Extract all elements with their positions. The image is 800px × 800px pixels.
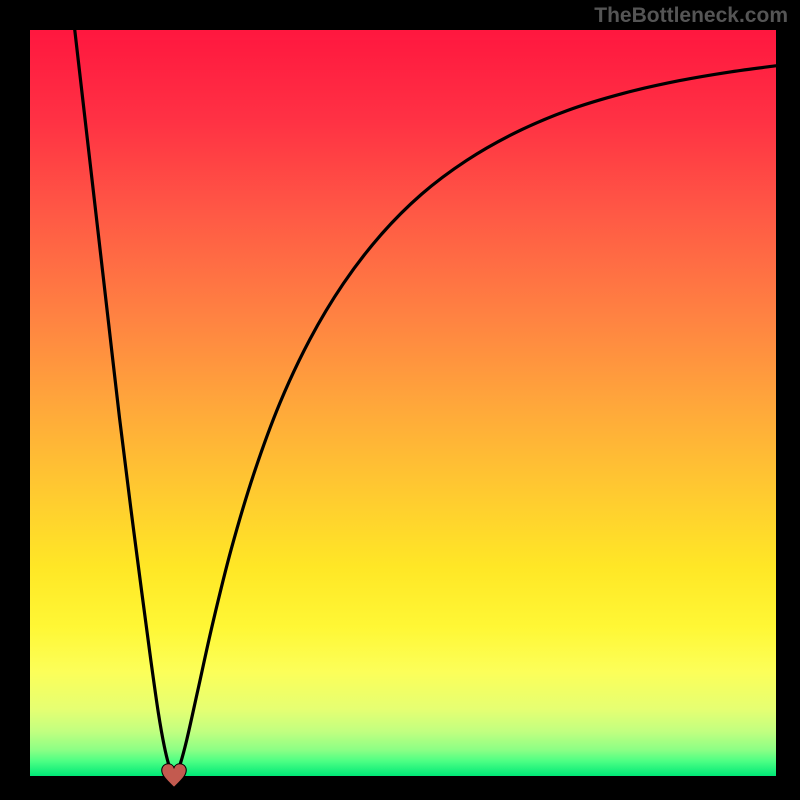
heart-marker: [160, 762, 188, 790]
bottleneck-curve: [75, 30, 776, 776]
plot-area: [30, 30, 776, 776]
curve-layer: [30, 30, 776, 776]
watermark-text: TheBottleneck.com: [594, 4, 788, 28]
chart-container: TheBottleneck.com: [0, 0, 800, 800]
heart-path: [162, 764, 187, 788]
heart-icon: [160, 762, 188, 790]
